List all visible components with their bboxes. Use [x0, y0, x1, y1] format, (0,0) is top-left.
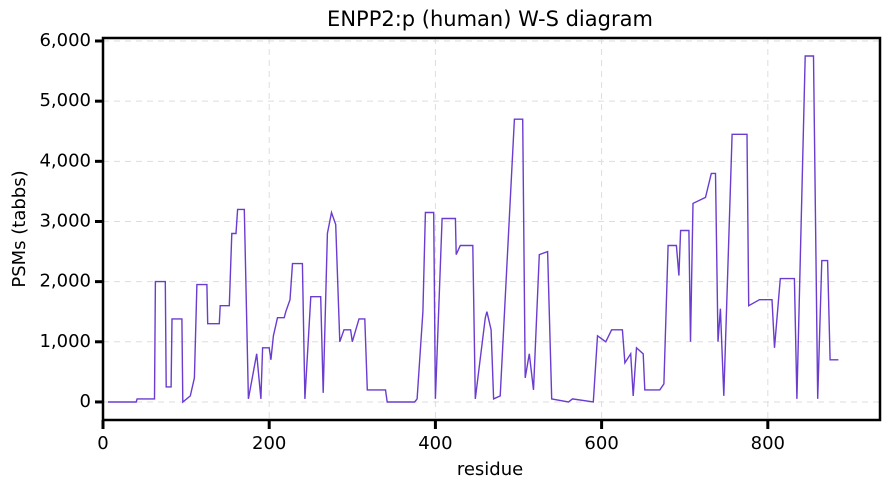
x-tick-label: 0	[97, 433, 108, 454]
y-tick-label: 4,000	[39, 150, 91, 171]
x-tick-label: 800	[751, 433, 785, 454]
y-tick-label: 5,000	[39, 90, 91, 111]
y-axis-label: PSMs (tabbs)	[9, 170, 30, 287]
y-tick-label: 1,000	[39, 331, 91, 352]
y-tick-label: 3,000	[39, 210, 91, 231]
chart-title: ENPP2:p (human) W-S diagram	[327, 7, 653, 31]
data-line	[108, 55, 839, 404]
x-axis-label: residue	[457, 459, 523, 480]
x-tick-label: 200	[252, 433, 286, 454]
y-tick-label: 0	[80, 391, 91, 412]
plot-frame	[101, 36, 882, 422]
x-tick-label: 400	[418, 433, 452, 454]
y-tick-label: 6,000	[39, 30, 91, 51]
y-tick-label: 2,000	[39, 271, 91, 292]
x-tick-label: 600	[584, 433, 618, 454]
